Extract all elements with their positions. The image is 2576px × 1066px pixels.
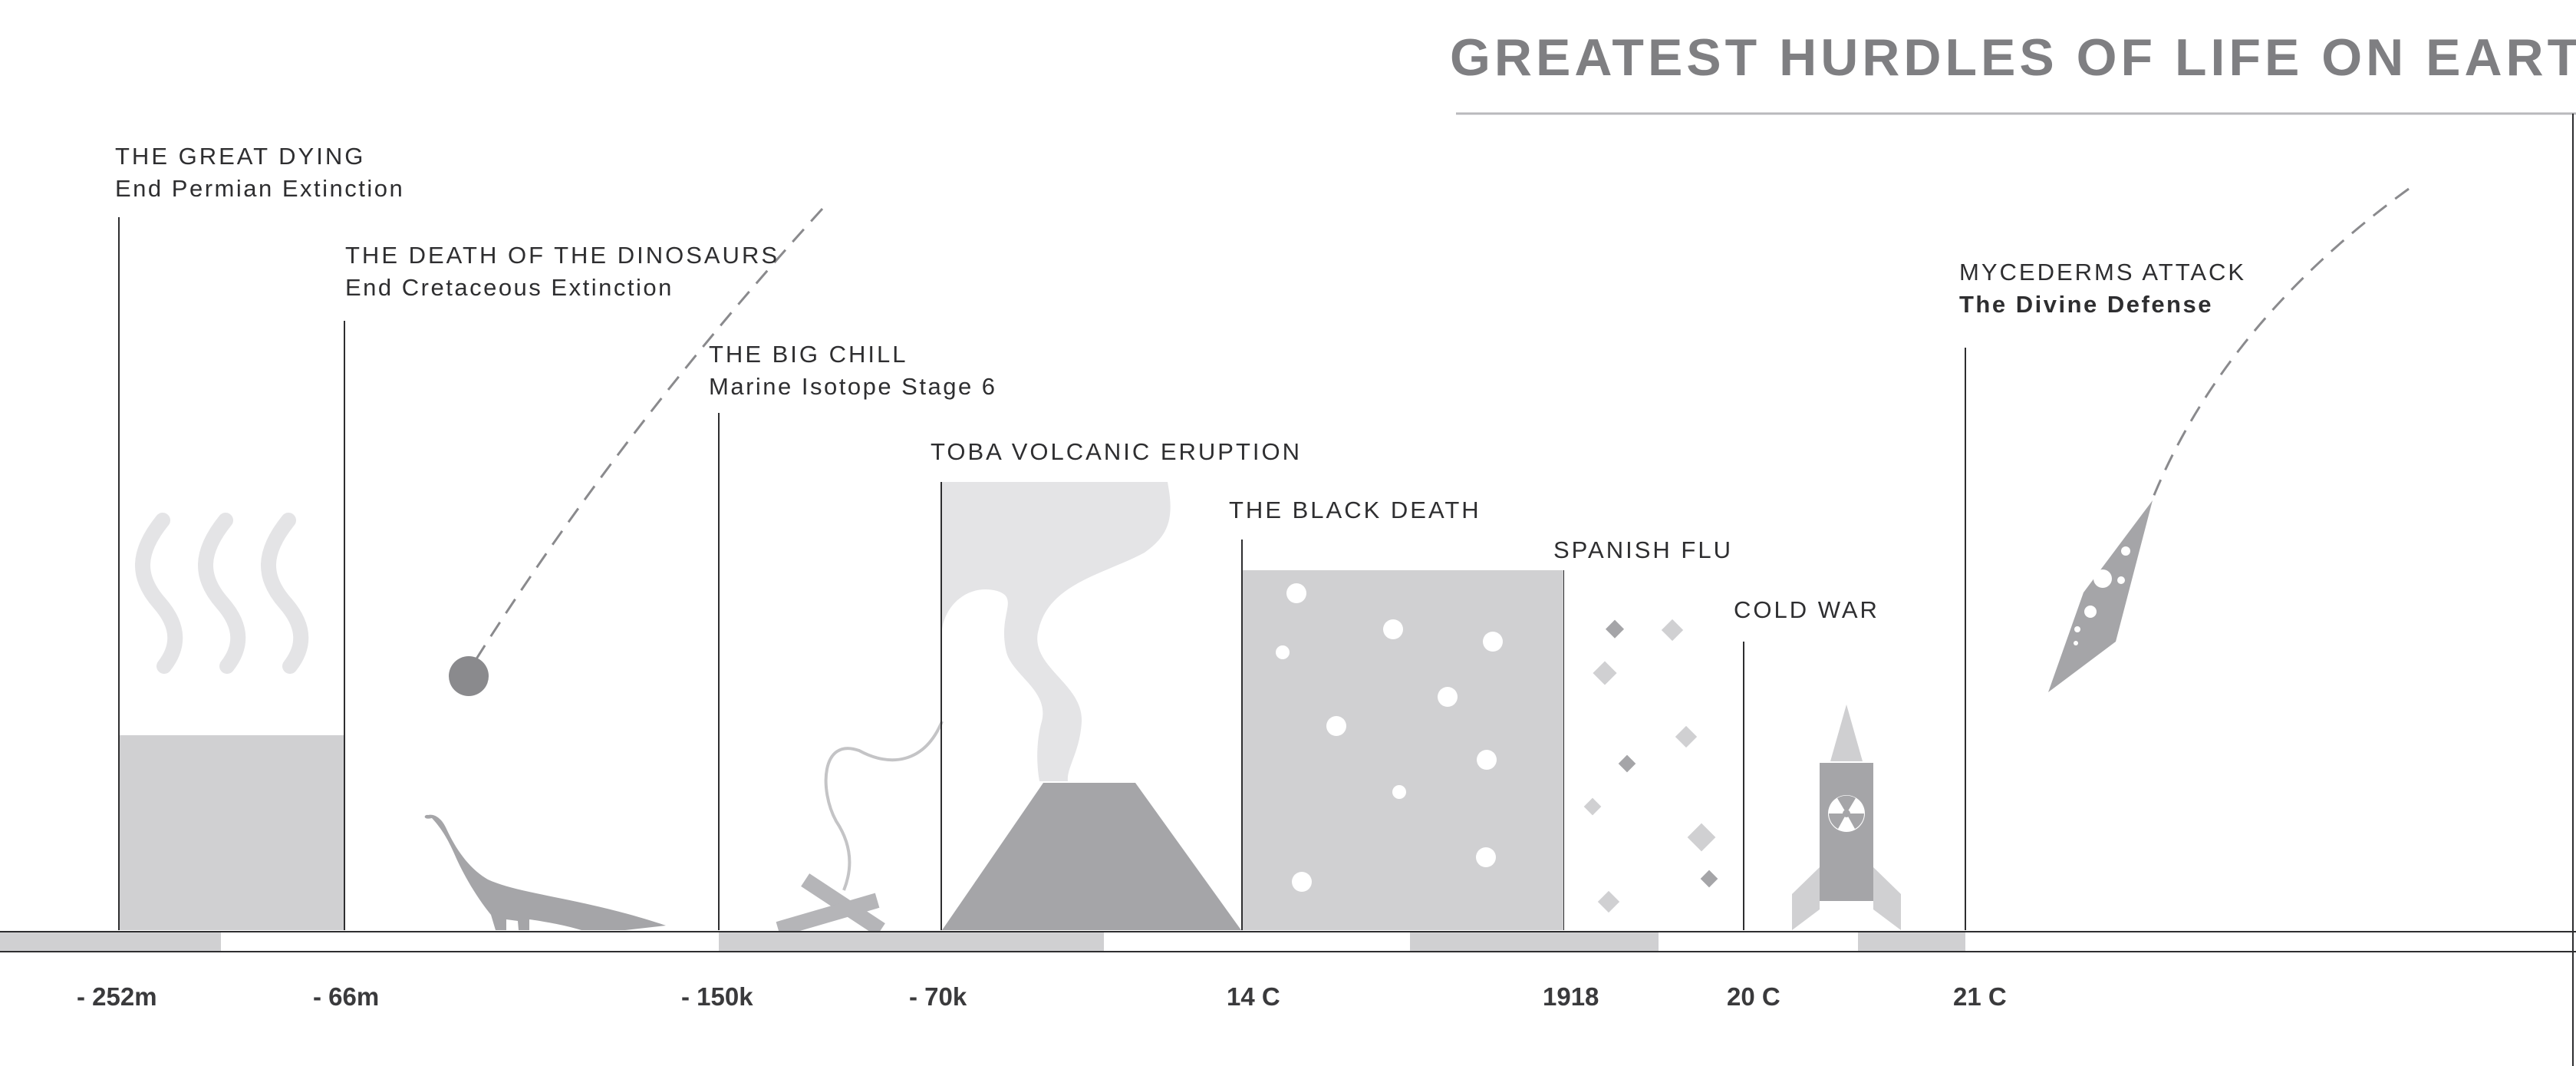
event-name: THE GREAT DYING xyxy=(115,143,366,170)
tick-label: 21 C xyxy=(1953,982,2007,1011)
volcano-ash-cloud xyxy=(942,482,1171,781)
event-label-spanish-flu: SPANISH FLU xyxy=(1553,534,1733,566)
event-name: THE BLACK DEATH xyxy=(1229,497,1481,523)
event-name: TOBA VOLCANIC ERUPTION xyxy=(931,438,1303,465)
tick-label: 20 C xyxy=(1727,982,1780,1011)
event-label-mycederms: MYCEDERMS ATTACK The Divine Defense xyxy=(1959,256,2246,321)
event-subtitle: End Cretaceous Extinction xyxy=(345,274,674,301)
flu-particles-icon xyxy=(1583,619,1718,913)
plague-cells-icon xyxy=(1276,583,1503,892)
timeline-bar xyxy=(0,931,2576,952)
alien-ship-icon xyxy=(2048,500,2153,692)
event-subtitle: Marine Isotope Stage 6 xyxy=(709,373,997,400)
event-name: MYCEDERMS ATTACK xyxy=(1959,259,2247,285)
event-label-cold-war: COLD WAR xyxy=(1734,594,1879,626)
event-name: THE DEATH OF THE DINOSAURS xyxy=(345,242,780,269)
event-label-black-death: THE BLACK DEATH xyxy=(1229,494,1481,526)
steam-icon xyxy=(135,513,309,674)
radiation-icon xyxy=(1828,795,1865,832)
tick-label: 14 C xyxy=(1227,982,1280,1011)
tick-label: - 70k xyxy=(909,982,967,1011)
tick-label: 1918 xyxy=(1543,982,1599,1011)
tick-label: - 252m xyxy=(77,982,157,1011)
meteor-icon xyxy=(449,656,489,696)
event-subtitle: End Permian Extinction xyxy=(115,175,405,202)
tick-label: - 66m xyxy=(313,982,380,1011)
event-subtitle: The Divine Defense xyxy=(1959,291,2213,318)
event-label-dinosaurs: THE DEATH OF THE DINOSAURS End Cretaceou… xyxy=(345,239,779,304)
black-death-block xyxy=(1243,570,1563,930)
event-name: SPANISH FLU xyxy=(1553,536,1733,563)
event-name: COLD WAR xyxy=(1734,596,1879,623)
volcano-icon xyxy=(942,783,1241,930)
tick-label: - 150k xyxy=(681,982,753,1011)
event-label-great-dying: THE GREAT DYING End Permian Extinction xyxy=(115,140,404,205)
campfire-icon xyxy=(776,873,885,937)
event-name: THE BIG CHILL xyxy=(709,341,908,368)
event-label-toba: TOBA VOLCANIC ERUPTION xyxy=(931,436,1302,468)
great-dying-block xyxy=(120,735,344,930)
dinosaur-icon xyxy=(424,814,666,930)
event-label-big-chill: THE BIG CHILL Marine Isotope Stage 6 xyxy=(709,338,997,403)
alien-ship-windows xyxy=(2074,546,2130,645)
campfire-smoke xyxy=(824,721,944,891)
alien-ship-trail xyxy=(2151,187,2410,500)
meteor-trail xyxy=(474,207,824,661)
page-title: GREATEST HURDLES OF LIFE ON EARTH xyxy=(1450,28,2576,87)
